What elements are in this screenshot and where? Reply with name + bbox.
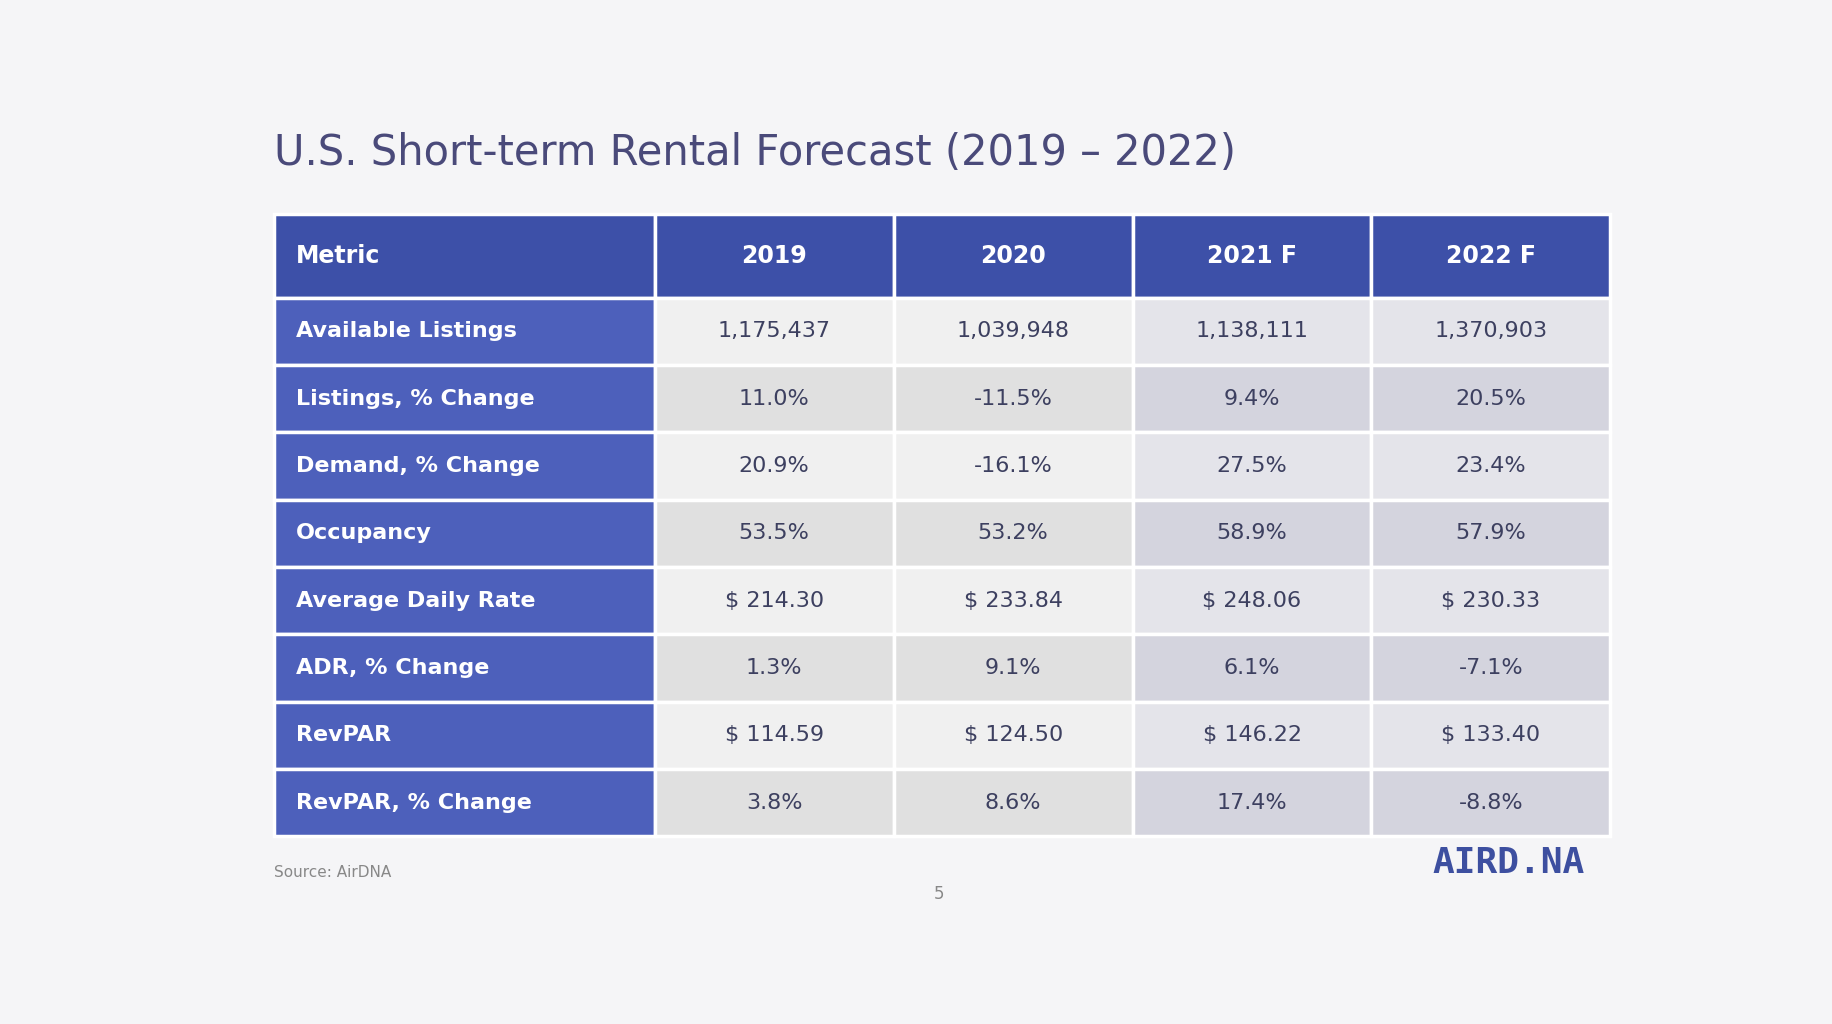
Bar [1132,769,1372,837]
Bar [275,567,654,635]
Bar [894,214,1132,298]
Text: 2020: 2020 [980,244,1046,267]
Text: -7.1%: -7.1% [1458,658,1522,678]
Bar [654,635,894,701]
Bar [894,701,1132,769]
Text: 20.5%: 20.5% [1455,389,1526,409]
Bar [275,500,654,567]
Text: Metric: Metric [295,244,379,267]
Bar [894,500,1132,567]
Bar [1132,701,1372,769]
Text: 2021 F: 2021 F [1207,244,1297,267]
Bar [894,365,1132,432]
Bar [275,432,654,500]
Bar [1372,635,1610,701]
Bar [1372,701,1610,769]
Text: -11.5%: -11.5% [973,389,1053,409]
Bar [1132,214,1372,298]
Text: $ 214.30: $ 214.30 [725,591,824,610]
Text: RevPAR, % Change: RevPAR, % Change [295,793,531,813]
Text: 9.4%: 9.4% [1224,389,1281,409]
Bar [1372,769,1610,837]
Text: 2019: 2019 [742,244,808,267]
Text: 2022 F: 2022 F [1445,244,1535,267]
Bar [275,298,654,365]
Bar [1132,365,1372,432]
Text: U.S. Short-term Rental Forecast (2019 – 2022): U.S. Short-term Rental Forecast (2019 – … [275,132,1237,174]
Bar [1132,567,1372,635]
Bar [1132,635,1372,701]
Text: Listings, % Change: Listings, % Change [295,389,535,409]
Text: Available Listings: Available Listings [295,322,517,341]
Text: $ 133.40: $ 133.40 [1442,725,1541,745]
Bar [894,635,1132,701]
Bar [1132,432,1372,500]
Bar [275,635,654,701]
Text: 58.9%: 58.9% [1216,523,1288,544]
Text: -8.8%: -8.8% [1458,793,1522,813]
Bar [894,432,1132,500]
Text: 1,370,903: 1,370,903 [1434,322,1548,341]
Bar [654,567,894,635]
Bar [654,298,894,365]
Text: 57.9%: 57.9% [1456,523,1526,544]
Bar [894,298,1132,365]
Text: RevPAR: RevPAR [295,725,390,745]
Text: 17.4%: 17.4% [1216,793,1288,813]
Bar [275,769,654,837]
Text: 20.9%: 20.9% [738,456,810,476]
Text: Occupancy: Occupancy [295,523,432,544]
Text: 1,138,111: 1,138,111 [1196,322,1308,341]
Text: 5: 5 [934,886,943,903]
Bar [1372,567,1610,635]
Text: 27.5%: 27.5% [1216,456,1288,476]
Text: 3.8%: 3.8% [746,793,802,813]
Text: 53.2%: 53.2% [978,523,1048,544]
Text: 9.1%: 9.1% [986,658,1041,678]
Bar [275,701,654,769]
Text: $ 124.50: $ 124.50 [964,725,1063,745]
Bar [654,500,894,567]
Bar [654,701,894,769]
Text: Source: AirDNA: Source: AirDNA [275,865,392,880]
Bar [1372,432,1610,500]
Text: $ 146.22: $ 146.22 [1202,725,1301,745]
Bar [894,567,1132,635]
Bar [275,365,654,432]
Text: -16.1%: -16.1% [975,456,1053,476]
Text: 1,039,948: 1,039,948 [956,322,1070,341]
Text: Average Daily Rate: Average Daily Rate [295,591,535,610]
Bar [654,365,894,432]
Text: Demand, % Change: Demand, % Change [295,456,540,476]
Text: 6.1%: 6.1% [1224,658,1281,678]
Text: AIRD.NA: AIRD.NA [1433,846,1585,880]
Text: $ 248.06: $ 248.06 [1202,591,1301,610]
Text: 11.0%: 11.0% [738,389,810,409]
Bar [1132,500,1372,567]
Text: ADR, % Change: ADR, % Change [295,658,489,678]
Bar [1372,365,1610,432]
Bar [654,214,894,298]
Text: 1.3%: 1.3% [746,658,802,678]
Bar [1132,298,1372,365]
Text: $ 233.84: $ 233.84 [964,591,1063,610]
Bar [894,769,1132,837]
Bar [1372,214,1610,298]
Text: $ 230.33: $ 230.33 [1442,591,1541,610]
Bar [654,432,894,500]
Text: $ 114.59: $ 114.59 [725,725,824,745]
Text: 23.4%: 23.4% [1456,456,1526,476]
Bar [1372,298,1610,365]
Text: AIRD►Na: AIRD►Na [1579,879,1585,880]
Bar [654,769,894,837]
Bar [1372,500,1610,567]
Bar [275,214,654,298]
Text: 1,175,437: 1,175,437 [718,322,830,341]
Text: 8.6%: 8.6% [986,793,1041,813]
Text: 53.5%: 53.5% [738,523,810,544]
